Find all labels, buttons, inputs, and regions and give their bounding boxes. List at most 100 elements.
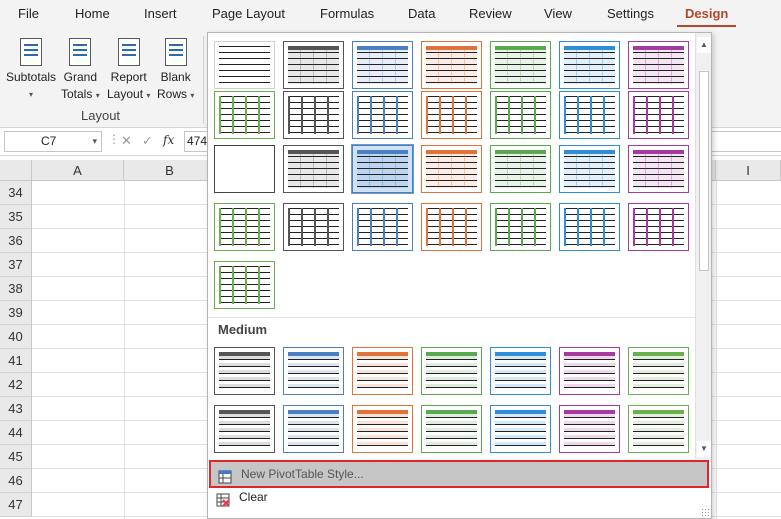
pivot-style-swatch[interactable] (421, 41, 482, 89)
pivot-style-swatch[interactable] (628, 145, 689, 193)
select-all-corner[interactable] (0, 160, 32, 181)
pivot-style-swatch[interactable] (352, 203, 413, 251)
row-header[interactable]: 40 (0, 325, 32, 349)
pivot-style-swatch[interactable] (214, 91, 275, 139)
swatch-preview (288, 410, 339, 448)
cancel-icon[interactable]: ✕ (121, 133, 132, 148)
pivot-style-swatch[interactable] (352, 347, 413, 395)
pivot-style-swatch[interactable] (490, 91, 551, 139)
pivot-style-swatch[interactable] (421, 145, 482, 193)
row-header[interactable]: 36 (0, 229, 32, 253)
check-icon[interactable]: ✓ (142, 133, 153, 148)
formula-bar-grip-icon: ⋮ (108, 132, 120, 146)
swatch-preview (495, 352, 546, 390)
gallery-scrollbar[interactable]: ▲ ▼ (695, 33, 711, 459)
pivot-style-swatch[interactable] (214, 347, 275, 395)
pivot-style-swatch[interactable] (628, 41, 689, 89)
row-header[interactable]: 39 (0, 301, 32, 325)
pivot-style-swatch[interactable] (559, 41, 620, 89)
report-layout-button[interactable]: Report Layout ▾ (107, 38, 150, 104)
row-header[interactable]: 43 (0, 397, 32, 421)
blank-rows-button[interactable]: Blank Rows ▾ (157, 38, 194, 104)
pivot-style-swatch[interactable] (559, 405, 620, 453)
pivot-style-swatch[interactable] (628, 405, 689, 453)
scroll-up-icon[interactable]: ▲ (697, 37, 711, 53)
row-header[interactable]: 46 (0, 469, 32, 493)
pivot-style-swatch[interactable] (421, 347, 482, 395)
pivot-style-swatch[interactable] (283, 405, 344, 453)
tab-formulas[interactable]: Formulas (320, 6, 375, 21)
pivot-style-swatch[interactable] (490, 145, 551, 193)
tab-data[interactable]: Data (408, 6, 436, 21)
swatch-preview (495, 96, 546, 134)
pivot-style-swatch[interactable] (421, 405, 482, 453)
pivot-style-swatch[interactable] (559, 91, 620, 139)
row-header[interactable]: 37 (0, 253, 32, 277)
pivot-style-swatch[interactable] (490, 347, 551, 395)
pivot-style-swatch[interactable] (214, 41, 275, 89)
pivot-style-swatch[interactable] (628, 203, 689, 251)
resize-grip-icon[interactable] (701, 508, 709, 516)
row-header[interactable]: 41 (0, 349, 32, 373)
row-header[interactable]: 44 (0, 421, 32, 445)
row-header[interactable]: 42 (0, 373, 32, 397)
tab-home[interactable]: Home (75, 6, 110, 21)
pivot-style-swatch[interactable] (351, 144, 414, 194)
pivot-style-gallery: Medium ▲ ▼ New PivotTable Style... Clear (207, 32, 712, 519)
tab-review[interactable]: Review (469, 6, 512, 21)
tab-insert[interactable]: Insert (144, 6, 177, 21)
clear-item[interactable]: Clear (209, 484, 709, 510)
pivot-style-swatch[interactable] (214, 405, 275, 453)
column-header-i[interactable]: I (716, 160, 781, 181)
pivot-style-swatch[interactable] (628, 91, 689, 139)
new-pivottable-style-item[interactable]: New PivotTable Style... (209, 460, 709, 488)
pivot-style-swatch[interactable] (283, 145, 344, 193)
pivot-style-swatch[interactable] (283, 203, 344, 251)
grand-totals-label-2: Totals (61, 87, 93, 101)
chevron-down-icon[interactable]: ▾ (92, 136, 97, 146)
row-header[interactable]: 35 (0, 205, 32, 229)
row-header[interactable]: 38 (0, 277, 32, 301)
tab-view[interactable]: View (544, 6, 572, 21)
row-header[interactable]: 34 (0, 181, 32, 205)
pivot-style-swatch[interactable] (421, 203, 482, 251)
pivot-style-swatch[interactable] (352, 91, 413, 139)
pivot-style-swatch[interactable] (490, 203, 551, 251)
tab-page-layout[interactable]: Page Layout (212, 6, 286, 21)
pivot-style-swatch[interactable] (490, 41, 551, 89)
pivot-style-swatch[interactable] (214, 203, 275, 251)
pivot-style-swatch[interactable] (559, 145, 620, 193)
tab-file[interactable]: File (18, 6, 39, 21)
scroll-thumb[interactable] (699, 71, 709, 271)
swatch-preview (633, 46, 684, 84)
grand-totals-button[interactable]: Grand Totals ▾ (61, 38, 100, 104)
pivot-style-swatch[interactable] (421, 91, 482, 139)
pivot-style-swatch[interactable] (352, 41, 413, 89)
tab-settings[interactable]: Settings (607, 6, 654, 21)
scroll-down-icon[interactable]: ▼ (697, 441, 711, 457)
pivot-style-swatch[interactable] (214, 145, 275, 193)
pivot-style-swatch[interactable] (283, 91, 344, 139)
swatch-preview (288, 150, 339, 188)
row-header[interactable]: 45 (0, 445, 32, 469)
tab-design[interactable]: Design (676, 6, 737, 27)
pivot-style-swatch[interactable] (352, 405, 413, 453)
subtotals-button[interactable]: Subtotals ▾ (6, 38, 56, 103)
row-header[interactable]: 47 (0, 493, 32, 517)
column-header-b[interactable]: B (124, 160, 216, 181)
pivot-style-swatch[interactable] (559, 203, 620, 251)
pivot-style-swatch[interactable] (628, 347, 689, 395)
swatch-preview (219, 266, 270, 304)
pivot-style-swatch[interactable] (559, 347, 620, 395)
insert-function-icon[interactable]: fx (163, 133, 175, 147)
chevron-down-icon: ▾ (29, 90, 34, 99)
swatch-preview (426, 46, 477, 84)
pivot-style-swatch[interactable] (283, 41, 344, 89)
pivot-style-swatch[interactable] (214, 261, 275, 309)
report-layout-icon (117, 38, 140, 66)
name-box[interactable]: C7 ▾ (4, 131, 102, 152)
pivot-style-swatch[interactable] (283, 347, 344, 395)
swatch-preview (357, 208, 408, 246)
column-header-a[interactable]: A (32, 160, 124, 181)
pivot-style-swatch[interactable] (490, 405, 551, 453)
